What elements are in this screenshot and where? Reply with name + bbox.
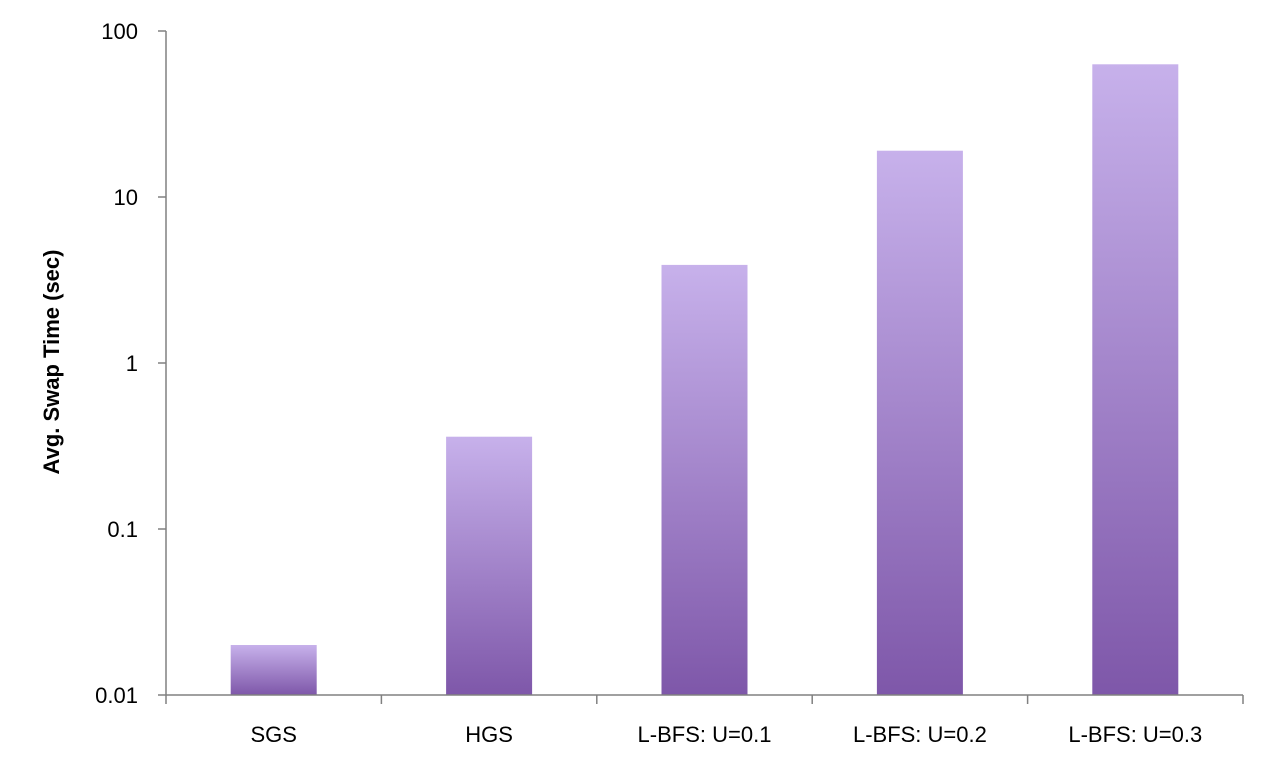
bar-sgs	[230, 645, 317, 695]
bar-l-bfs-u-0-3	[1092, 64, 1179, 696]
x-category-label: L-BFS: U=0.3	[1068, 722, 1202, 747]
bar-l-bfs-u-0-2	[876, 150, 963, 695]
x-category-label: HGS	[465, 722, 513, 747]
y-tick-label: 10	[114, 185, 138, 210]
y-tick-label: 0.1	[107, 517, 138, 542]
y-tick-label: 100	[101, 19, 138, 44]
axes-layer	[158, 30, 1244, 704]
x-category-label: L-BFS: U=0.2	[853, 722, 987, 747]
bar-hgs	[446, 436, 533, 695]
labels-layer: 0.01 0.1 1 10 100 SGS HGS L-BFS: U=0.1 L-BFS: U=…	[95, 19, 1202, 747]
x-category-label: SGS	[250, 722, 296, 747]
y-axis-title: Avg. Swap Time (sec)	[39, 250, 64, 475]
x-category-label: L-BFS: U=0.1	[638, 722, 772, 747]
bar-l-bfs-u-0-1	[661, 264, 748, 695]
y-tick-label: 1	[126, 351, 138, 376]
bars-layer	[230, 64, 1179, 696]
y-tick-label: 0.01	[95, 683, 138, 708]
